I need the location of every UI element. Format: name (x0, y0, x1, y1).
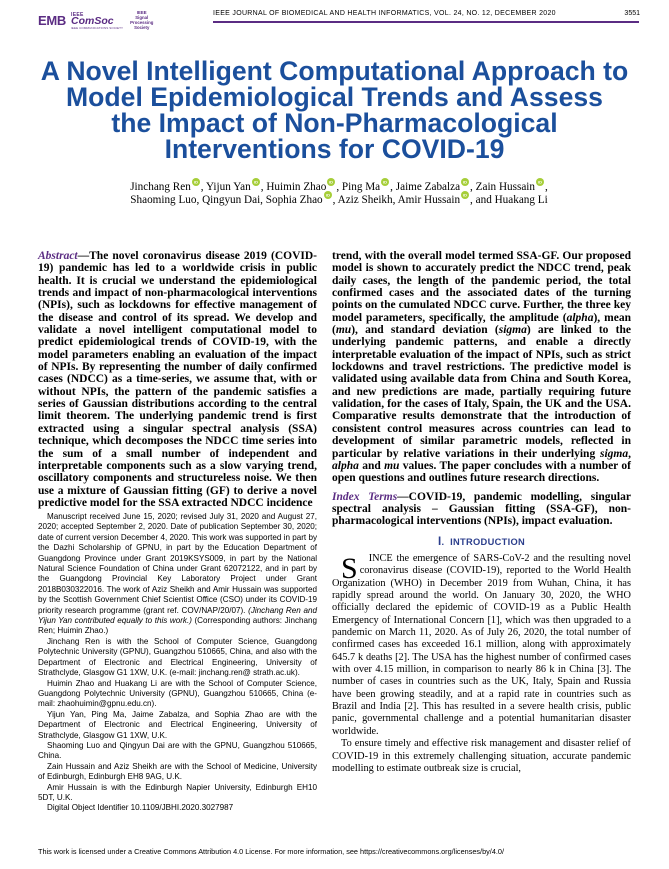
svg-text:iD: iD (463, 180, 467, 185)
svg-text:iD: iD (329, 180, 333, 185)
svg-text:iD: iD (383, 180, 387, 185)
svg-text:iD: iD (254, 180, 258, 185)
svg-text:iD: iD (538, 180, 542, 185)
svg-text:iD: iD (326, 193, 330, 198)
svg-text:iD: iD (463, 193, 467, 198)
svg-text:iD: iD (194, 180, 198, 185)
